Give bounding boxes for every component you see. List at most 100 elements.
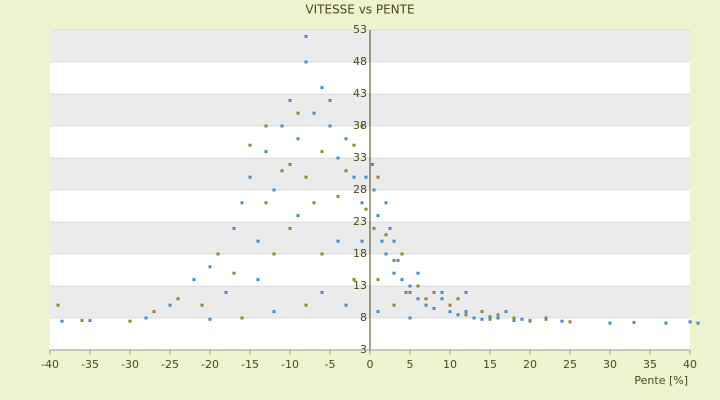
scatter-point <box>304 34 308 38</box>
scatter-point <box>448 310 452 314</box>
scatter-point <box>288 226 292 230</box>
scatter-point <box>264 150 268 154</box>
scatter-point <box>176 297 180 301</box>
scatter-point <box>304 60 308 64</box>
scatter-point <box>448 303 452 307</box>
scatter-point <box>370 162 374 166</box>
scatter-point <box>272 188 276 192</box>
scatter-point <box>304 175 308 179</box>
scatter-point <box>568 320 572 324</box>
scatter-point <box>344 169 348 173</box>
x-tick-label: 35 <box>643 358 657 371</box>
x-tick-label: -25 <box>161 358 179 371</box>
scatter-point <box>696 321 700 325</box>
scatter-point <box>408 290 412 294</box>
y-tick-label: 53 <box>353 23 367 36</box>
y-tick-label: 48 <box>353 55 367 68</box>
scatter-point <box>396 258 400 262</box>
scatter-point <box>364 175 368 179</box>
scatter-point <box>360 124 364 128</box>
scatter-point <box>248 143 252 147</box>
scatter-point <box>56 303 60 307</box>
x-tick-label: 15 <box>483 358 497 371</box>
scatter-point <box>384 201 388 205</box>
scatter-point <box>392 303 396 307</box>
scatter-point <box>664 321 668 325</box>
scatter-point <box>60 319 64 323</box>
x-tick-label: -35 <box>81 358 99 371</box>
scatter-point <box>432 306 436 310</box>
x-tick-label: 5 <box>407 358 414 371</box>
scatter-point <box>264 124 268 128</box>
y-tick-label: 8 <box>360 311 367 324</box>
scatter-point <box>80 319 84 323</box>
scatter-point <box>480 317 484 321</box>
scatter-point <box>320 252 324 256</box>
scatter-point <box>384 252 388 256</box>
scatter-point <box>312 201 316 205</box>
scatter-point <box>280 124 284 128</box>
scatter-point <box>200 303 204 307</box>
scatter-point <box>496 316 500 320</box>
x-tick-label: 40 <box>683 358 697 371</box>
scatter-point <box>384 233 388 237</box>
scatter-point <box>416 297 420 301</box>
y-tick-label: 33 <box>353 151 367 164</box>
x-tick-label: -15 <box>241 358 259 371</box>
scatter-point <box>456 313 460 317</box>
x-tick-label: -5 <box>325 358 336 371</box>
scatter-point <box>88 319 92 323</box>
scatter-point <box>544 317 548 321</box>
scatter-point <box>400 278 404 282</box>
scatter-point <box>424 303 428 307</box>
scatter-point <box>440 290 444 294</box>
scatter-point <box>376 310 380 314</box>
scatter-point <box>688 320 692 324</box>
scatter-point <box>372 188 376 192</box>
scatter-point <box>344 303 348 307</box>
scatter-point <box>408 316 412 320</box>
scatter-point <box>144 316 148 320</box>
scatter-point <box>192 278 196 282</box>
scatter-point <box>328 124 332 128</box>
scatter-point <box>328 98 332 102</box>
scatter-point <box>248 175 252 179</box>
scatter-point <box>240 316 244 320</box>
scatter-point <box>304 303 308 307</box>
scatter-point <box>336 156 340 160</box>
scatter-point <box>272 310 276 314</box>
scatter-point <box>152 310 156 314</box>
scatter-point <box>216 252 220 256</box>
scatter-point <box>480 310 484 314</box>
scatter-point <box>352 175 356 179</box>
scatter-point <box>380 239 384 243</box>
scatter-point <box>320 150 324 154</box>
scatter-point <box>256 278 260 282</box>
scatter-point <box>400 252 404 256</box>
scatter-point <box>336 194 340 198</box>
scatter-point <box>388 226 392 230</box>
x-tick-label: -20 <box>201 358 219 371</box>
scatter-point <box>224 290 228 294</box>
x-tick-label: 10 <box>443 358 457 371</box>
y-tick-label: 43 <box>353 87 367 100</box>
scatter-point <box>288 162 292 166</box>
scatter-point <box>296 137 300 141</box>
scatter-point <box>296 214 300 218</box>
scatter-point <box>364 207 368 211</box>
x-tick-label: -30 <box>121 358 139 371</box>
x-tick-label: -40 <box>41 358 59 371</box>
chart-title: VITESSE vs PENTE <box>305 3 414 17</box>
scatter-point <box>404 290 408 294</box>
scatter-point <box>376 175 380 179</box>
scatter-point <box>464 290 468 294</box>
scatter-point <box>424 297 428 301</box>
scatter-point <box>392 258 396 262</box>
scatter-point <box>240 201 244 205</box>
scatter-point <box>456 297 460 301</box>
scatter-point <box>488 317 492 321</box>
y-tick-label: 23 <box>353 215 367 228</box>
scatter-point <box>256 239 260 243</box>
scatter-point <box>512 319 516 323</box>
scatter-point <box>440 297 444 301</box>
